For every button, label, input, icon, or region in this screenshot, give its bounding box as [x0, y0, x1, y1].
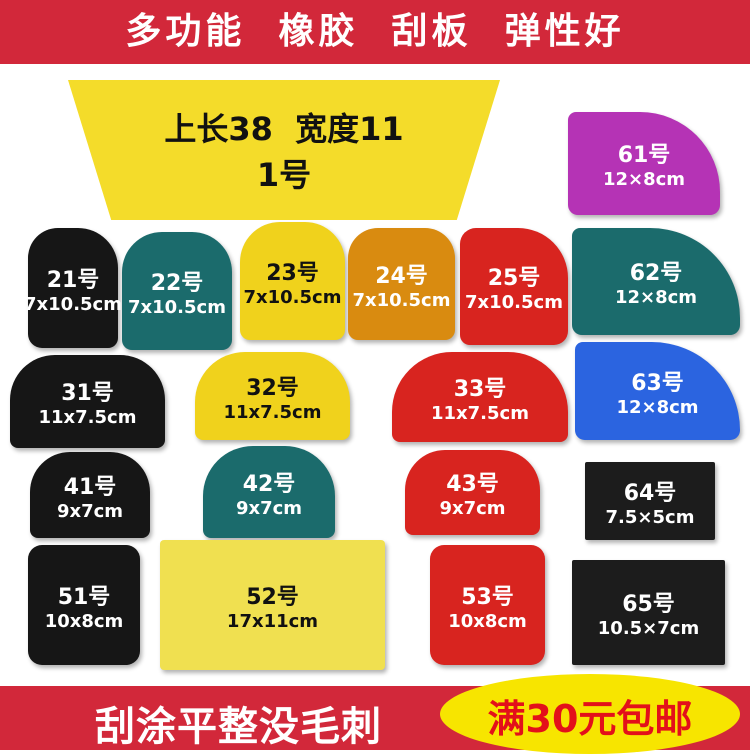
top-banner: 多功能 橡胶 刮板 弹性好 — [0, 0, 750, 64]
scraper-size: 7x10.5cm — [352, 289, 451, 311]
scraper-21: 21号 7x10.5cm — [24, 228, 122, 348]
scraper-1-size: 上长38 宽度11 — [164, 110, 404, 148]
scraper-51: 51号 10x8cm — [28, 545, 140, 665]
scraper-size: 12×8cm — [616, 396, 699, 418]
scraper-64: 64号 7.5×5cm — [585, 462, 715, 540]
scraper-size: 7x10.5cm — [243, 286, 342, 308]
promo-text: 满30元包邮 — [487, 697, 693, 741]
scraper-31: 31号 11x7.5cm — [10, 355, 165, 448]
scraper-size: 10x8cm — [44, 610, 124, 632]
scraper-63: 63号 12×8cm — [575, 342, 740, 440]
scraper-size: 7x10.5cm — [24, 293, 122, 315]
scraper-size: 7x10.5cm — [465, 292, 563, 313]
scraper-size: 10.5×7cm — [597, 618, 700, 639]
scraper-number: 32号 — [246, 375, 299, 401]
scraper-41: 41号 9x7cm — [30, 452, 150, 538]
scraper-1-label: 1号 — [256, 156, 312, 194]
scraper-53: 53号 10x8cm — [430, 545, 545, 665]
scraper-number: 33号 — [453, 376, 507, 402]
scraper-42: 42号 9x7cm — [203, 446, 335, 538]
scraper-number: 53号 — [461, 584, 514, 610]
scraper-number: 24号 — [375, 263, 428, 289]
scraper-number: 31号 — [61, 381, 114, 406]
promo-badge: 满30元包邮 — [440, 674, 740, 754]
scraper-23: 23号 7x10.5cm — [240, 222, 345, 340]
scraper-size: 9x7cm — [56, 500, 124, 522]
scraper-62: 62号 12×8cm — [572, 228, 740, 335]
scraper-number: 43号 — [446, 472, 499, 497]
scraper-number: 52号 — [246, 584, 299, 610]
scraper-43: 43号 9x7cm — [405, 450, 540, 535]
bottom-slogan: 刮涂平整没毛刺 — [95, 704, 382, 750]
scraper-24: 24号 7x10.5cm — [348, 228, 455, 340]
scraper-number: 62号 — [629, 261, 683, 286]
scraper-65: 65号 10.5×7cm — [572, 560, 725, 665]
scraper-number: 42号 — [242, 471, 296, 497]
scraper-size: 11x7.5cm — [38, 407, 137, 428]
scraper-32: 32号 11x7.5cm — [195, 352, 350, 440]
scraper-61: 61号 12×8cm — [568, 112, 720, 215]
scraper-number: 41号 — [63, 474, 117, 500]
scraper-number: 23号 — [266, 260, 319, 286]
scraper-size: 12×8cm — [602, 169, 686, 190]
scraper-number: 21号 — [46, 267, 100, 293]
scraper-size: 7.5×5cm — [605, 506, 695, 528]
scraper-number: 65号 — [622, 592, 675, 617]
bottom-banner: 刮涂平整没毛刺 满30元包邮 — [0, 674, 750, 754]
scraper-size: 7x10.5cm — [128, 296, 226, 318]
scraper-33: 33号 11x7.5cm — [392, 352, 568, 442]
scraper-52: 52号 17x11cm — [160, 540, 385, 670]
scraper-22: 22号 7x10.5cm — [122, 232, 232, 350]
scraper-size: 10x8cm — [448, 610, 527, 632]
scraper-size: 9x7cm — [235, 497, 303, 519]
scraper-size: 11x7.5cm — [223, 401, 322, 423]
scraper-number: 63号 — [631, 370, 684, 396]
scraper-size: 9x7cm — [439, 498, 506, 519]
scraper-size: 17x11cm — [226, 610, 319, 632]
scraper-25: 25号 7x10.5cm — [460, 228, 568, 345]
scraper-1: 上长38 宽度11 1号 — [68, 80, 500, 220]
scraper-number: 61号 — [617, 143, 671, 168]
scraper-number: 64号 — [623, 480, 677, 506]
scraper-size: 12×8cm — [614, 287, 698, 308]
scraper-number: 22号 — [150, 270, 204, 296]
scraper-number: 51号 — [57, 584, 111, 610]
scraper-number: 25号 — [487, 266, 541, 291]
scraper-size: 11x7.5cm — [431, 402, 529, 424]
